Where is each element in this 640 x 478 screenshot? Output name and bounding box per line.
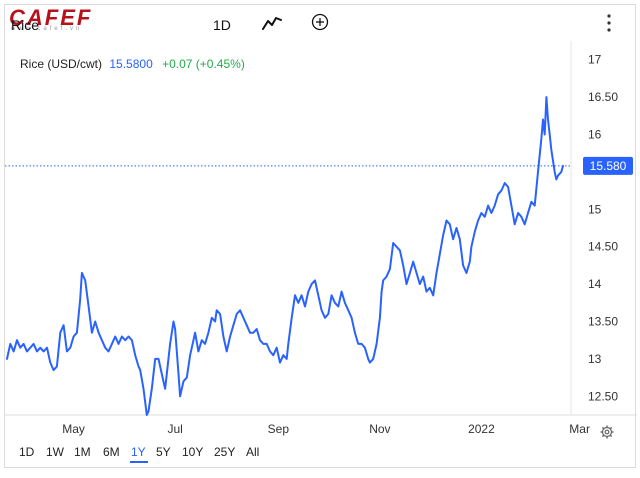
x-tick-label: 2022 <box>468 422 495 436</box>
symbol-label[interactable]: Rice <box>11 17 40 33</box>
x-tick-label: Mar <box>569 422 590 436</box>
line-chart-icon[interactable] <box>262 15 282 31</box>
legend-change: +0.07 (+0.45%) <box>162 57 245 71</box>
legend-price: 15.5800 <box>109 57 153 71</box>
top-toolbar: CAFEF www.cafef.vn Rice 1D <box>5 5 637 41</box>
y-tick-label: 15 <box>588 202 602 216</box>
x-tick-label: Jul <box>167 422 182 436</box>
series-legend: Rice (USD/cwt) 15.5800 +0.07 (+0.45%) <box>20 57 245 71</box>
y-tick-label: 13 <box>588 352 602 366</box>
active-range-underline <box>130 461 148 463</box>
range-button-1d[interactable]: 1D <box>19 445 35 459</box>
legend-name: Rice (USD/cwt) <box>20 57 103 71</box>
range-button-all[interactable]: All <box>246 445 260 459</box>
range-button-10y[interactable]: 10Y <box>182 445 204 459</box>
range-button-1m[interactable]: 1M <box>74 445 91 459</box>
range-selector: 1D 1W 1M 6M 1Y 5Y 10Y 25Y All <box>5 441 637 467</box>
y-tick-label: 12.50 <box>588 389 618 403</box>
last-price-label: 15.580 <box>590 159 627 173</box>
y-tick-label: 17 <box>588 53 602 67</box>
price-chart[interactable]: 12.50 13 13.50 14 14.50 15 16 16.50 17 May Jul Sep N… <box>5 5 637 469</box>
y-tick-label: 13.50 <box>588 315 618 329</box>
more-vertical-icon[interactable] <box>605 13 613 33</box>
range-button-25y[interactable]: 25Y <box>214 445 236 459</box>
range-button-1y[interactable]: 1Y <box>131 445 146 459</box>
cafef-logo: CAFEF www.cafef.vn <box>9 5 195 33</box>
x-tick-label: Nov <box>369 422 390 436</box>
x-tick-label: Sep <box>268 422 290 436</box>
plus-circle-icon[interactable] <box>311 13 329 31</box>
logo-text: CAFEF <box>9 5 93 30</box>
y-tick-label: 14 <box>588 277 602 291</box>
y-tick-label: 16 <box>588 128 602 142</box>
price-series-line <box>6 96 564 416</box>
gear-icon[interactable] <box>600 425 614 439</box>
range-button-1w[interactable]: 1W <box>46 445 64 459</box>
logo-subtext: www.cafef.vn <box>11 26 83 32</box>
last-price-badge <box>583 156 633 175</box>
y-tick-label: 16.50 <box>588 90 618 104</box>
range-button-6m[interactable]: 6M <box>103 445 120 459</box>
x-tick-label: May <box>62 422 85 436</box>
y-tick-label: 14.50 <box>588 240 618 254</box>
range-button-5y[interactable]: 5Y <box>156 445 171 459</box>
chart-widget: CAFEF www.cafef.vn Rice 1D Rice (USD/cwt… <box>4 4 637 469</box>
interval-button[interactable]: 1D <box>213 17 231 33</box>
